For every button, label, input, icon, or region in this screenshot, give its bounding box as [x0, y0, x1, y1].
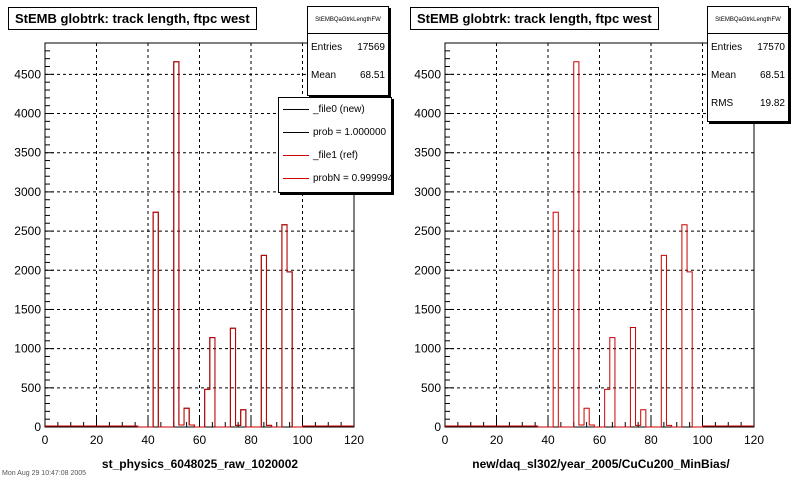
- legend-label-file1: _file1 (ref): [313, 150, 359, 161]
- right-tick-label-y: 2000: [414, 263, 441, 277]
- right-stats-entries-label: Entries: [711, 42, 743, 53]
- right-stats-box: StEMBQaGtrkLengthFW Entries 17570 Mean 6…: [707, 6, 789, 122]
- legend-label-prob: prob = 1.000000: [313, 127, 387, 138]
- left-stats-entries-row: Entries 17569: [308, 34, 388, 62]
- right-histogram-series-0: [445, 61, 754, 428]
- right-tick-label-x: 60: [593, 433, 607, 447]
- legend-entry-file0: _file0 (new): [279, 98, 391, 121]
- right-tick-label-x: 80: [644, 433, 658, 447]
- right-stats-rms-value: 19.82: [759, 98, 785, 109]
- right-tick-label-x: 100: [692, 433, 712, 447]
- right-stats-mean-row: Mean 68.51: [708, 62, 788, 90]
- right-tick-label-y: 4500: [414, 67, 441, 81]
- right-tick-label-x: 120: [744, 433, 764, 447]
- right-tick-label-x: 40: [541, 433, 555, 447]
- left-tick-label-x: 60: [193, 433, 207, 447]
- legend-swatch-probn: [283, 178, 309, 179]
- right-tick-label-y: 0: [434, 420, 441, 434]
- legend-entry-probn: probN = 0.999994: [279, 167, 391, 190]
- left-stats-mean-value: 68.51: [359, 70, 385, 81]
- left-tick-label-y: 500: [21, 381, 41, 395]
- right-stats-entries-row: Entries 17570: [708, 34, 788, 62]
- right-stats-name: StEMBQaGtrkLengthFW: [708, 7, 788, 34]
- left-tick-label-y: 4500: [14, 67, 41, 81]
- left-tick-label-x: 80: [244, 433, 258, 447]
- right-chart-title: StEMB globtrk: track length, ftpc west: [410, 7, 659, 30]
- right-x-axis-title: new/daq_sl302/year_2005/CuCu200_MinBias/: [472, 457, 730, 471]
- legend-label-file0: _file0 (new): [313, 104, 365, 115]
- left-stats-name: StEMBQaGtrkLengthFW: [308, 7, 388, 34]
- left-tick-label-x: 40: [141, 433, 155, 447]
- left-tick-label-x: 100: [292, 433, 312, 447]
- legend-swatch-prob: [283, 132, 309, 133]
- left-tick-label-y: 1500: [14, 302, 41, 316]
- right-stats-mean-label: Mean: [711, 70, 737, 81]
- right-stats-mean-value: 68.51: [759, 70, 785, 81]
- left-chart-title: StEMB globtrk: track length, ftpc west: [8, 7, 257, 30]
- right-histogram-pad: 0 20 40 60 80 100 120 0 500 1000 1500 2000 2500 3000 3…: [400, 0, 800, 480]
- left-tick-label-y: 2500: [14, 224, 41, 238]
- left-stats-mean-row: Mean 68.51: [308, 62, 388, 90]
- left-stats-entries-label: Entries: [311, 42, 343, 53]
- right-tick-label-y: 2500: [414, 224, 441, 238]
- right-tick-label-y: 1500: [414, 302, 441, 316]
- left-tick-label-y: 0: [34, 420, 41, 434]
- left-tick-label-y: 4000: [14, 107, 41, 121]
- left-tick-label-x: 20: [90, 433, 104, 447]
- right-stats-rms-row: RMS 19.82: [708, 90, 788, 118]
- right-stats-entries-value: 17570: [757, 42, 785, 53]
- right-tick-label-y: 1000: [414, 342, 441, 356]
- timestamp-footer: Mon Aug 29 10:47:08 2005: [2, 470, 87, 477]
- right-tick-label-x: 0: [442, 433, 449, 447]
- right-stats-rms-label: RMS: [711, 98, 734, 109]
- left-stats-mean-label: Mean: [311, 70, 337, 81]
- left-histogram-series-1: [45, 61, 354, 428]
- right-tick-label-y: 500: [421, 381, 441, 395]
- right-tick-label-y: 3000: [414, 185, 441, 199]
- left-tick-label-y: 3000: [14, 185, 41, 199]
- left-tick-label-x: 0: [42, 433, 49, 447]
- left-stats-entries-value: 17569: [357, 42, 385, 53]
- legend-label-probn: probN = 0.999994: [313, 173, 392, 184]
- right-tick-label-y: 3500: [414, 146, 441, 160]
- left-tick-label-y: 2000: [14, 263, 41, 277]
- legend-entry-prob: prob = 1.000000: [279, 121, 391, 144]
- legend-swatch-file0: [283, 109, 309, 110]
- legend-swatch-file1: [283, 155, 309, 156]
- left-x-axis-title: st_physics_6048025_raw_1020002: [101, 457, 299, 471]
- left-legend: _file0 (new) prob = 1.000000 _file1 (ref…: [278, 97, 392, 193]
- left-tick-label-x: 120: [344, 433, 364, 447]
- right-plot-svg: 0 20 40 60 80 100 120 0 500 1000 1500 2000 2500 3000 3…: [414, 42, 764, 447]
- right-tick-label-y: 4000: [414, 107, 441, 121]
- legend-entry-file1: _file1 (ref): [279, 144, 391, 167]
- left-tick-label-y: 3500: [14, 146, 41, 160]
- left-stats-box: StEMBQaGtrkLengthFW Entries 17569 Mean 6…: [307, 6, 389, 96]
- right-tick-label-x: 20: [490, 433, 504, 447]
- left-histogram-pad: 0 20 40 60 80 100 120 0 500 1000 1500 2000 2500 3000 3…: [8, 6, 392, 471]
- left-tick-label-y: 1000: [14, 342, 41, 356]
